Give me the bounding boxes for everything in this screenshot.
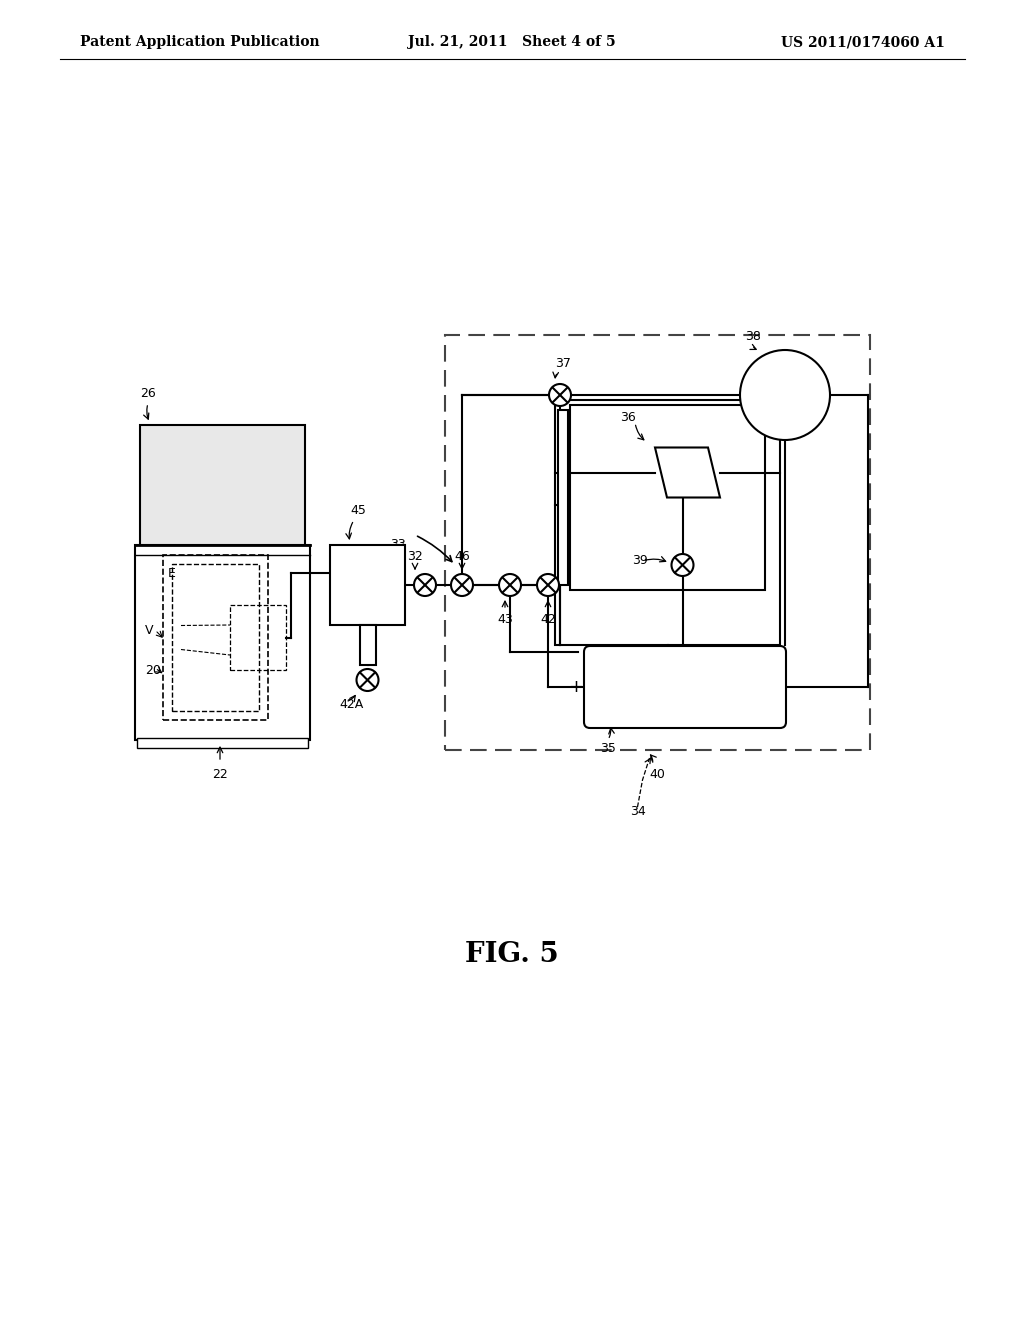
Text: Pump: Pump — [767, 396, 803, 409]
Text: 42: 42 — [540, 612, 556, 626]
Text: 35: 35 — [600, 742, 615, 755]
Text: 39: 39 — [633, 553, 648, 566]
Text: -: - — [677, 474, 682, 487]
Bar — [359, 624, 376, 665]
Text: E: E — [168, 568, 176, 579]
Text: 26: 26 — [140, 387, 156, 400]
FancyBboxPatch shape — [584, 645, 786, 729]
Text: 33: 33 — [390, 539, 406, 552]
Bar — [140, 425, 305, 545]
Text: 32: 32 — [408, 550, 423, 564]
Text: 40: 40 — [649, 768, 666, 781]
Bar — [570, 405, 765, 590]
Text: 43: 43 — [497, 612, 513, 626]
Text: Filter: Filter — [352, 578, 383, 591]
Text: 46: 46 — [454, 550, 470, 564]
Circle shape — [537, 574, 559, 597]
Text: Computer: Computer — [650, 680, 720, 694]
Bar — [137, 738, 308, 748]
Circle shape — [499, 574, 521, 597]
Circle shape — [451, 574, 473, 597]
Text: Vac: Vac — [774, 380, 796, 393]
Text: 22: 22 — [212, 768, 228, 781]
Circle shape — [414, 574, 436, 597]
Text: Patent Application Publication: Patent Application Publication — [80, 36, 319, 49]
Text: V: V — [145, 623, 154, 636]
Text: 20: 20 — [145, 664, 161, 676]
Text: +: + — [687, 461, 697, 474]
Circle shape — [740, 350, 830, 440]
Bar — [555, 400, 780, 645]
Bar — [172, 564, 259, 711]
Text: US 2011/0174060 A1: US 2011/0174060 A1 — [781, 36, 945, 49]
Text: 37: 37 — [555, 356, 570, 370]
Text: 34: 34 — [630, 805, 645, 818]
Bar — [558, 411, 568, 585]
Bar — [330, 545, 406, 624]
Bar — [163, 554, 268, 719]
Text: 38: 38 — [745, 330, 761, 343]
Text: 45: 45 — [350, 504, 366, 517]
Text: FIG. 5: FIG. 5 — [465, 941, 559, 969]
Text: 36: 36 — [620, 411, 636, 424]
Circle shape — [672, 554, 693, 576]
Circle shape — [356, 669, 379, 690]
Bar — [135, 545, 310, 741]
Polygon shape — [655, 447, 720, 498]
Text: +: + — [568, 678, 584, 696]
Text: Jul. 21, 2011   Sheet 4 of 5: Jul. 21, 2011 Sheet 4 of 5 — [409, 36, 615, 49]
Bar — [445, 335, 870, 750]
Bar — [230, 605, 286, 671]
Text: 42A: 42A — [340, 698, 364, 711]
Circle shape — [549, 384, 571, 407]
